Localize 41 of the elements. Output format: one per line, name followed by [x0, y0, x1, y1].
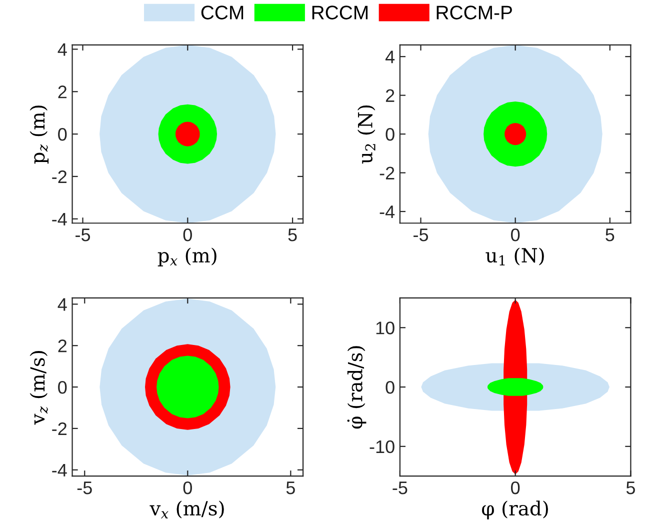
x-tick-label: 0: [511, 228, 520, 242]
x-axis-title: φ (rad): [482, 500, 548, 520]
x-tick-label: 5: [288, 228, 297, 242]
y-tick-label: -10: [370, 440, 394, 454]
legend-label: RCCM-P: [436, 6, 512, 20]
x-tick-label: 5: [626, 482, 635, 494]
y-tick-label: 4: [58, 298, 67, 311]
x-tick-label: 0: [183, 228, 192, 242]
x-tick-label: 5: [606, 228, 614, 242]
y-axis-title: v$_{z}$ (m/s): [30, 351, 48, 425]
x-tick-label: 5: [286, 482, 295, 494]
y-tick-label: -2: [52, 422, 67, 435]
legend-label: RCCM: [312, 6, 368, 20]
x-tick-label: 0: [511, 481, 520, 494]
y-tick-label: 0: [386, 128, 394, 141]
y-tick-label: 0: [386, 380, 394, 394]
x-axis-title: v$_{x}$ (m/s): [150, 500, 224, 518]
y-tick-label: 0: [58, 128, 67, 141]
y-tick-label: -2: [380, 166, 394, 180]
y-tick-label: 2: [386, 89, 394, 102]
x-tick-label: 0: [183, 481, 192, 494]
y-tick-label: 0: [58, 380, 67, 394]
y-tick-label: -4: [52, 213, 67, 226]
y-tick-label: -4: [52, 464, 67, 476]
x-tick-label: -5: [414, 228, 428, 242]
y-tick-label: 2: [58, 340, 67, 352]
y-axis-title: p$_{z}$ (m): [30, 106, 49, 164]
y-tick-label: -4: [380, 206, 395, 218]
y-tick-label: -2: [52, 170, 67, 184]
x-tick-label: -5: [392, 482, 408, 494]
y-tick-label: 2: [58, 86, 67, 98]
y-tick-label: 4: [58, 43, 67, 56]
y-tick-label: 4: [385, 50, 395, 64]
x-tick-label: -5: [76, 228, 90, 242]
x-axis-title: u$_{1}$ (N): [486, 248, 544, 266]
y-axis-title: u$_{2}$ (N): [357, 105, 376, 164]
x-axis-title: p$_{x}$ (m): [158, 248, 216, 266]
y-axis-title: φ̇ (rad/s): [347, 346, 366, 429]
legend-label: CCM: [201, 6, 244, 20]
y-tick-label: 10: [376, 322, 394, 334]
x-tick-label: -5: [77, 482, 92, 494]
